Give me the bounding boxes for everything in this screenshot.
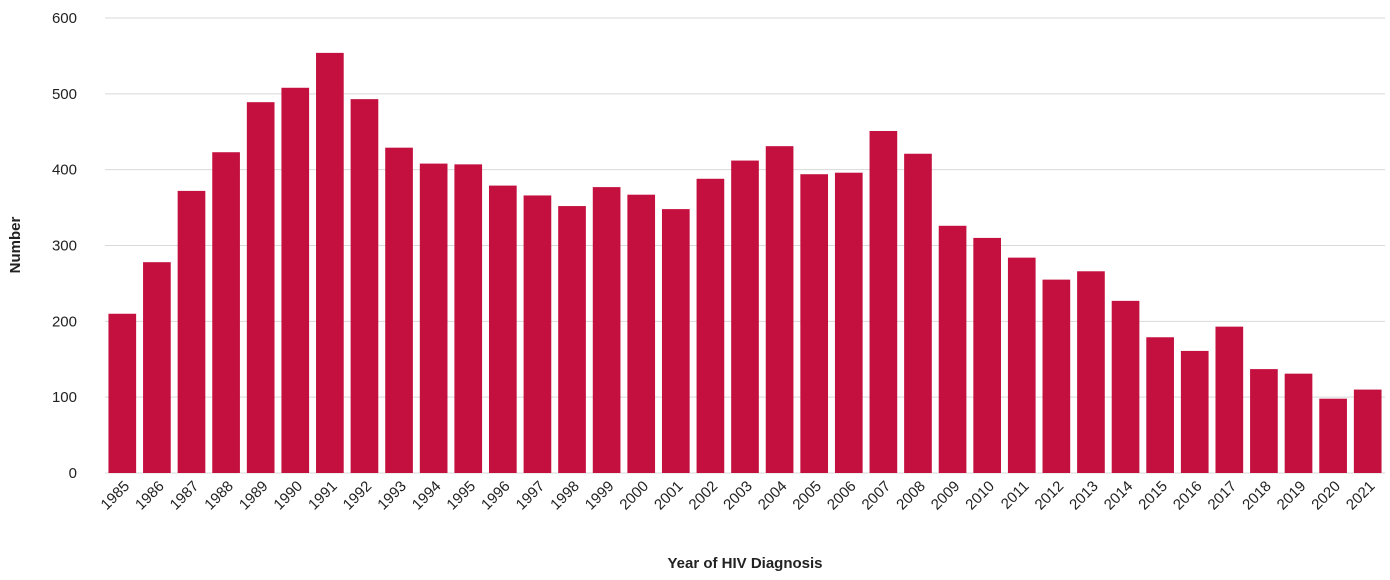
x-tick-label: 2004: [755, 478, 791, 514]
bar: [731, 160, 759, 474]
x-tick-label: 2012: [1032, 478, 1068, 514]
bar: [454, 164, 483, 473]
bar: [385, 147, 413, 474]
x-tick-label: 2011: [998, 478, 1033, 513]
x-tick-label: 1990: [270, 478, 306, 514]
bar: [1319, 398, 1347, 473]
bar: [143, 262, 171, 473]
bar: [834, 172, 863, 473]
bar: [246, 102, 275, 474]
bar: [973, 237, 1001, 473]
x-tick-label: 1991: [305, 478, 341, 514]
bar: [1007, 257, 1036, 473]
bar: [1180, 350, 1209, 473]
bar: [1042, 279, 1071, 473]
bar: [1284, 373, 1313, 473]
bar: [419, 163, 448, 473]
x-tick-label: 2009: [928, 478, 964, 514]
x-tick-label: 2010: [962, 478, 998, 514]
y-tick-label: 400: [52, 162, 77, 179]
y-tick-label: 200: [52, 313, 77, 330]
x-tick-label: 1988: [201, 478, 237, 514]
bar: [904, 153, 932, 473]
bar: [869, 130, 898, 473]
x-tick-label: 2002: [686, 478, 722, 514]
bar: [938, 225, 967, 473]
bar: [177, 190, 206, 473]
x-tick-label: 1993: [374, 478, 410, 514]
x-tick-label: 1992: [340, 478, 376, 514]
x-tick-label: 2001: [651, 478, 687, 514]
x-tick-label: 2005: [789, 478, 825, 514]
x-tick-label: 2017: [1205, 478, 1241, 514]
x-tick-label: 2019: [1274, 478, 1310, 514]
x-tick-label: 2013: [1066, 478, 1102, 514]
bar: [523, 195, 552, 473]
bar: [281, 87, 310, 474]
x-tick-label: 2006: [824, 478, 860, 514]
bar: [350, 99, 379, 474]
y-tick-label: 300: [52, 238, 77, 255]
x-tick-label: 1989: [236, 478, 272, 514]
x-tick-label: 1998: [547, 478, 583, 514]
x-tick-label: 2015: [1135, 478, 1171, 514]
y-tick-label: 600: [52, 10, 77, 27]
x-tick-label: 1999: [582, 478, 618, 514]
y-axis-title: Number: [7, 217, 24, 274]
x-tick-label: 2021: [1343, 478, 1379, 514]
bar: [316, 52, 344, 474]
y-tick-label: 0: [69, 465, 77, 482]
bar: [108, 313, 137, 473]
x-tick-label: 2020: [1308, 478, 1344, 514]
x-tick-label: 1995: [443, 478, 479, 514]
x-tick-label: 1985: [98, 478, 134, 514]
bar: [558, 206, 586, 474]
bar: [765, 146, 794, 474]
x-tick-label: 1994: [409, 478, 445, 514]
bar: [1077, 271, 1105, 473]
x-tick-label: 2007: [859, 478, 895, 514]
bar: [1250, 369, 1278, 473]
bar: [800, 174, 829, 473]
bar: [1215, 326, 1244, 473]
y-tick-label: 100: [52, 389, 77, 406]
x-tick-label: 2014: [1101, 478, 1137, 514]
bar: [661, 209, 690, 473]
x-tick-label: 1987: [167, 478, 203, 514]
x-tick-label: 2000: [616, 478, 652, 514]
y-tick-label: 500: [52, 86, 77, 103]
x-tick-label: 1986: [132, 478, 168, 514]
bar: [1353, 389, 1382, 473]
x-tick-label: 2008: [893, 478, 929, 514]
x-tick-label: 1997: [513, 478, 549, 514]
x-axis-title: Year of HIV Diagnosis: [667, 555, 822, 572]
bar: [1111, 300, 1140, 473]
bar: [592, 187, 621, 473]
bar: [627, 194, 656, 474]
x-tick-label: 2016: [1170, 478, 1206, 514]
bar: [696, 178, 725, 473]
x-tick-label: 2018: [1239, 478, 1275, 514]
x-tick-label: 1996: [478, 478, 514, 514]
bar: [212, 152, 240, 473]
bar: [489, 185, 517, 473]
bar: [1146, 337, 1174, 473]
x-tick-label: 2003: [720, 478, 756, 514]
